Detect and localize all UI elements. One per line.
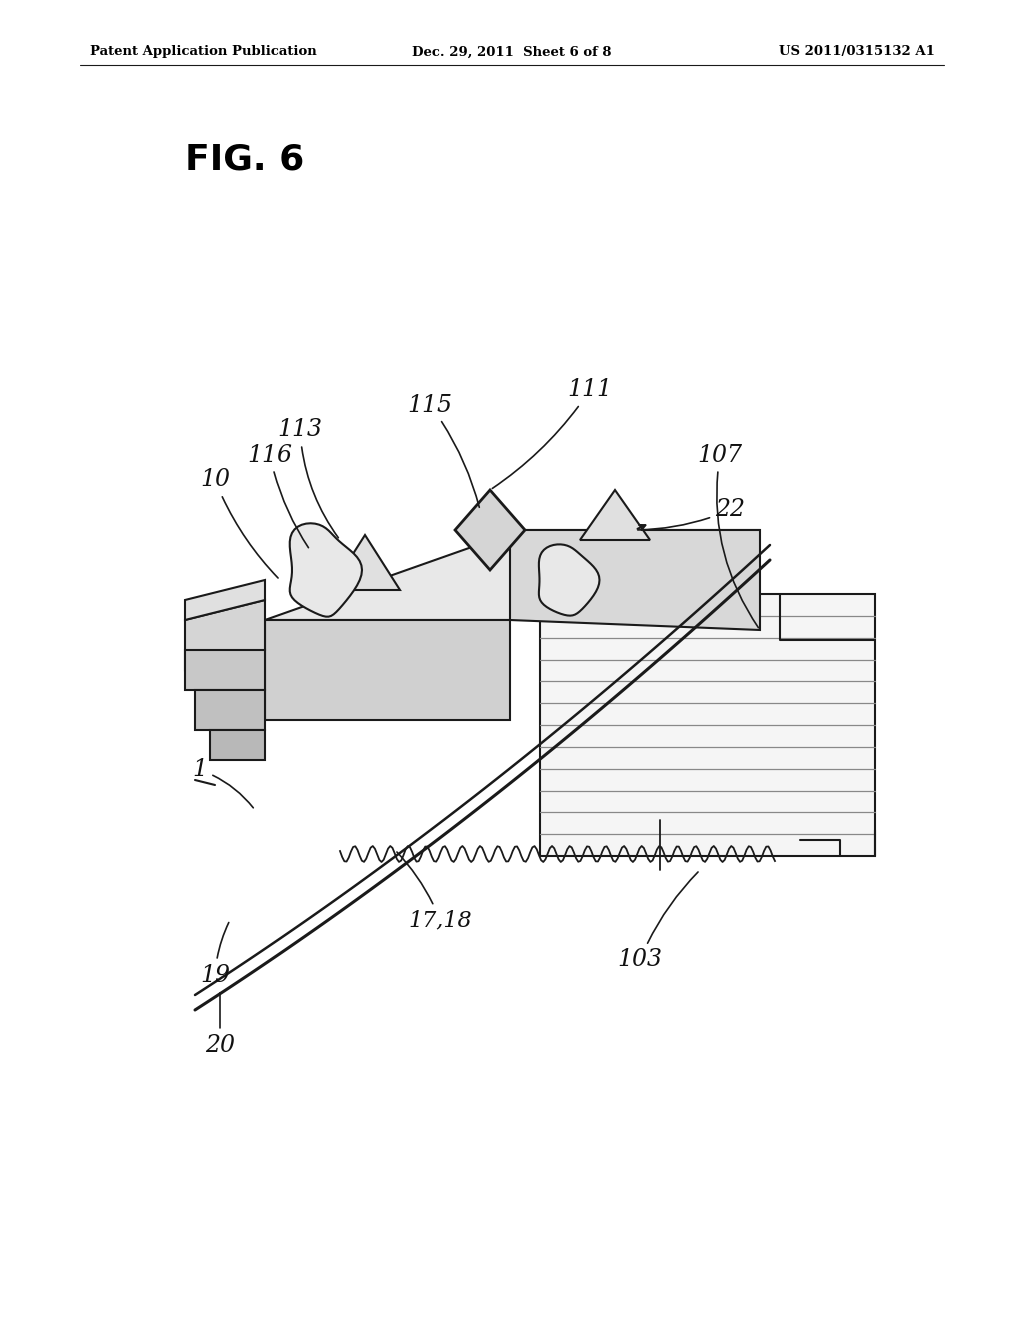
Text: Patent Application Publication: Patent Application Publication [90,45,316,58]
Polygon shape [265,620,510,719]
Polygon shape [580,490,650,540]
Text: 103: 103 [617,873,698,972]
Polygon shape [185,649,265,690]
Polygon shape [539,544,599,615]
Text: 115: 115 [408,393,479,507]
Polygon shape [185,579,265,620]
Polygon shape [210,730,265,760]
Polygon shape [330,535,400,590]
Text: US 2011/0315132 A1: US 2011/0315132 A1 [779,45,935,58]
Text: 1: 1 [193,759,253,808]
Text: 10: 10 [200,469,279,578]
Text: 116: 116 [248,444,308,548]
Polygon shape [195,690,265,730]
Text: 17,18: 17,18 [397,851,472,931]
Text: 22: 22 [638,499,745,529]
Text: 20: 20 [205,993,234,1056]
Text: 111: 111 [493,379,612,488]
Text: 113: 113 [278,418,338,537]
Text: 19: 19 [200,923,230,986]
Polygon shape [510,531,760,630]
Polygon shape [290,523,362,616]
Polygon shape [265,531,760,620]
Text: FIG. 6: FIG. 6 [185,143,304,177]
Text: Dec. 29, 2011  Sheet 6 of 8: Dec. 29, 2011 Sheet 6 of 8 [413,45,611,58]
Text: 107: 107 [697,444,759,628]
Polygon shape [540,594,874,855]
Polygon shape [455,490,525,570]
Polygon shape [185,601,265,671]
